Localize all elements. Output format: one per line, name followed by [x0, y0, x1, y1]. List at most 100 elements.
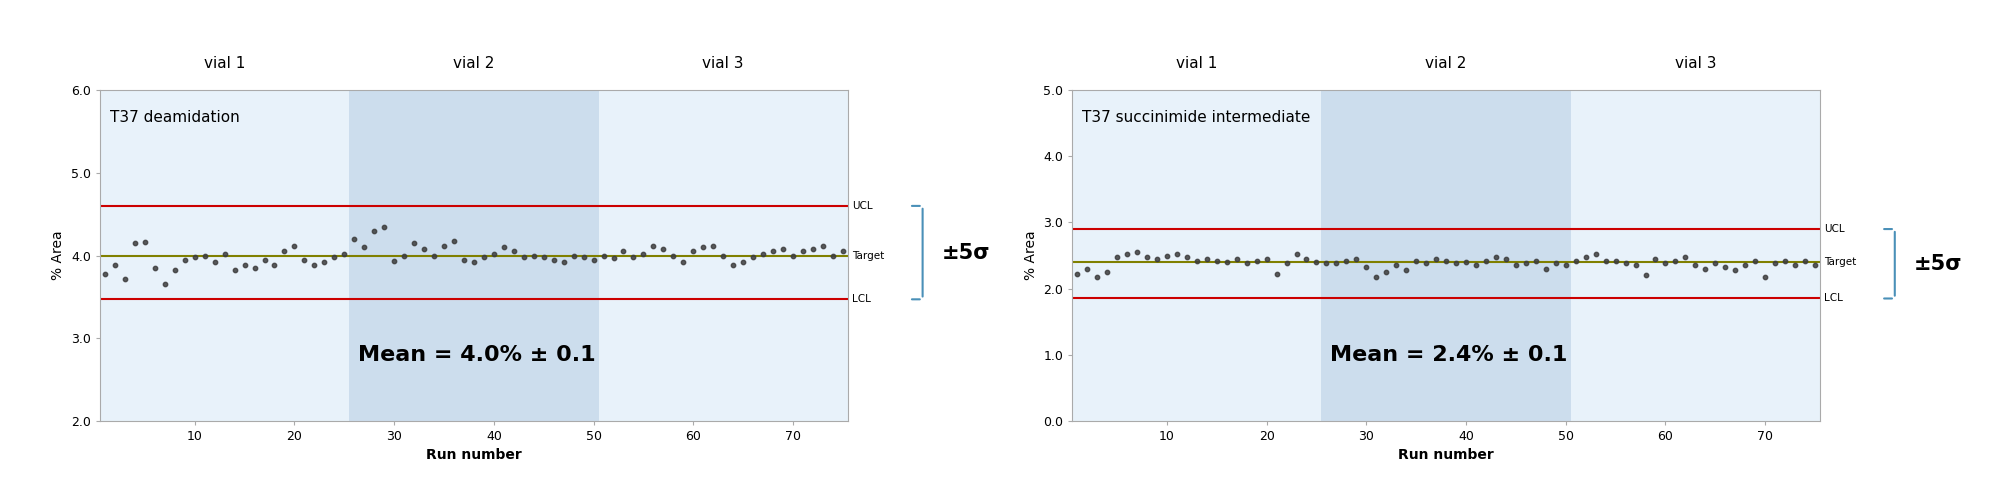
Point — [1130, 253, 1162, 261]
Point — [1630, 272, 1662, 280]
Point — [708, 252, 740, 260]
Point — [138, 264, 170, 272]
Point — [698, 241, 730, 249]
Point — [1200, 257, 1232, 265]
Point — [408, 245, 440, 253]
Point — [278, 241, 310, 249]
Point — [128, 238, 160, 246]
Point — [1330, 257, 1362, 265]
Point — [1470, 257, 1502, 265]
Point — [1510, 260, 1542, 268]
Point — [768, 245, 800, 253]
Point — [458, 258, 490, 266]
Point — [1560, 257, 1592, 265]
Point — [1300, 258, 1332, 266]
Point — [148, 281, 180, 289]
Text: vial 3: vial 3 — [1674, 56, 1716, 71]
Point — [358, 227, 390, 235]
Point — [338, 235, 370, 243]
Point — [1500, 262, 1532, 270]
Point — [198, 258, 230, 266]
Point — [1230, 260, 1262, 268]
Point — [1530, 265, 1562, 273]
Point — [1450, 258, 1482, 266]
Text: T37 deamidation: T37 deamidation — [110, 110, 240, 125]
Point — [598, 254, 630, 262]
Point — [748, 250, 780, 258]
Point — [398, 239, 430, 247]
Point — [108, 275, 140, 283]
Point — [1360, 273, 1392, 281]
Text: UCL: UCL — [852, 201, 872, 211]
Point — [1220, 255, 1252, 263]
Point — [1240, 257, 1272, 265]
Point — [1140, 255, 1172, 263]
Point — [1540, 260, 1572, 268]
Point — [1800, 262, 1832, 270]
Point — [528, 253, 560, 261]
Point — [1700, 260, 1732, 268]
Point — [118, 239, 150, 247]
Point — [1640, 255, 1672, 263]
Point — [826, 247, 858, 256]
Point — [786, 247, 818, 256]
Point — [308, 258, 340, 266]
Text: Target: Target — [1824, 257, 1856, 267]
Point — [1310, 260, 1342, 268]
Point — [1660, 257, 1692, 265]
Point — [1380, 262, 1412, 270]
Point — [678, 247, 710, 256]
Point — [258, 262, 290, 270]
Text: UCL: UCL — [1824, 224, 1844, 234]
Point — [1680, 262, 1712, 270]
Point — [248, 256, 280, 264]
Point — [328, 250, 360, 258]
Point — [438, 236, 470, 244]
Point — [218, 267, 250, 275]
Point — [648, 245, 680, 253]
Point — [668, 258, 700, 266]
Point — [1460, 262, 1492, 270]
Text: ±5σ: ±5σ — [942, 242, 990, 263]
Point — [1190, 255, 1222, 263]
Point — [1350, 264, 1382, 272]
Point — [1580, 250, 1612, 258]
Point — [806, 241, 838, 249]
Point — [718, 262, 750, 270]
Point — [578, 256, 610, 264]
Point — [1480, 253, 1512, 261]
Point — [548, 258, 580, 266]
Point — [1072, 265, 1104, 273]
Point — [1180, 257, 1212, 265]
Point — [1780, 262, 1812, 270]
Point — [1770, 257, 1802, 265]
Point — [1670, 253, 1702, 261]
Point — [628, 250, 660, 258]
Point — [188, 252, 220, 260]
Point — [418, 252, 450, 260]
Point — [208, 250, 240, 258]
Point — [88, 270, 120, 278]
Point — [318, 253, 350, 261]
Point — [1390, 266, 1422, 274]
Point — [1710, 264, 1742, 272]
Point — [1520, 257, 1552, 265]
Point — [1160, 250, 1192, 258]
Point — [238, 264, 270, 272]
Point — [1600, 257, 1632, 265]
Point — [1490, 255, 1522, 263]
Text: Target: Target — [852, 250, 884, 261]
Point — [796, 245, 828, 253]
Text: T37 succinimide intermediate: T37 succinimide intermediate — [1082, 110, 1310, 125]
Text: LCL: LCL — [1824, 294, 1842, 304]
Point — [1720, 266, 1752, 274]
Point — [98, 262, 130, 270]
Point — [1260, 270, 1292, 278]
Point — [776, 252, 808, 260]
Point — [288, 256, 320, 264]
Point — [498, 247, 530, 256]
Text: vial 2: vial 2 — [454, 56, 494, 71]
Point — [618, 253, 650, 261]
Point — [1690, 265, 1722, 273]
Point — [816, 252, 848, 260]
